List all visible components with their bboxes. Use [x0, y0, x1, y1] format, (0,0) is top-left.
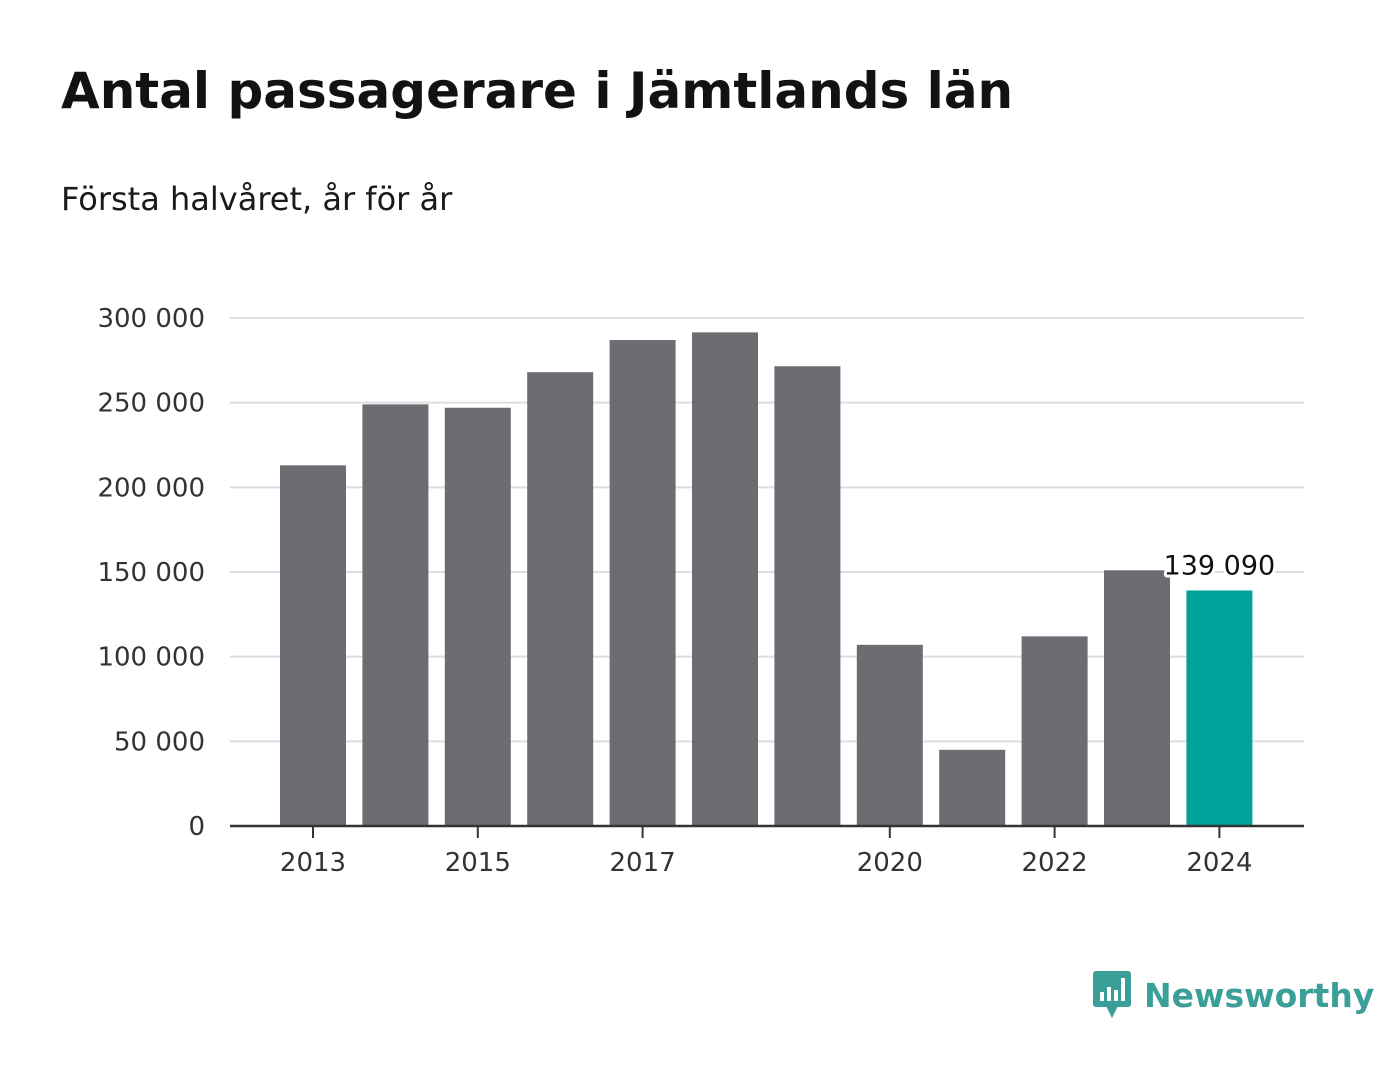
brand-name: Newsworthy [1144, 975, 1375, 1015]
bar-2017 [609, 340, 676, 826]
x-tick-label: 2013 [280, 848, 346, 878]
x-tick-label: 2015 [445, 848, 511, 878]
bar-chart-speech-bubble-icon [1093, 971, 1131, 1018]
bar-2020 [856, 644, 923, 826]
y-tick-label: 150 000 [97, 558, 205, 588]
chart-subtitle: Första halvåret, år för år [61, 180, 453, 218]
bar-2013 [280, 465, 346, 826]
bar-2022 [1021, 636, 1088, 826]
brand-logo: Newsworthy [1092, 970, 1374, 1020]
bar-2024 [1186, 590, 1253, 826]
y-tick-label: 250 000 [97, 389, 205, 419]
bar-2014 [362, 404, 429, 826]
bar-2016 [527, 372, 594, 826]
bar-2018 [692, 332, 758, 826]
chart-title: Antal passagerare i Jämtlands län [61, 62, 1014, 120]
data-label: 139 090 [1164, 550, 1276, 581]
x-tick-label: 2017 [610, 848, 676, 878]
bar-2015 [444, 407, 511, 826]
x-tick-label: 2022 [1022, 848, 1088, 878]
x-tick-label: 2024 [1186, 848, 1252, 878]
bar-2021 [939, 749, 1006, 826]
y-tick-label: 0 [188, 812, 205, 842]
bar-2023 [1104, 570, 1170, 826]
y-tick-label: 300 000 [97, 304, 205, 334]
y-tick-label: 200 000 [97, 473, 205, 503]
bar-2019 [774, 366, 841, 826]
x-tick-label: 2020 [857, 848, 923, 878]
y-tick-label: 50 000 [114, 727, 205, 757]
y-tick-label: 100 000 [97, 643, 205, 673]
